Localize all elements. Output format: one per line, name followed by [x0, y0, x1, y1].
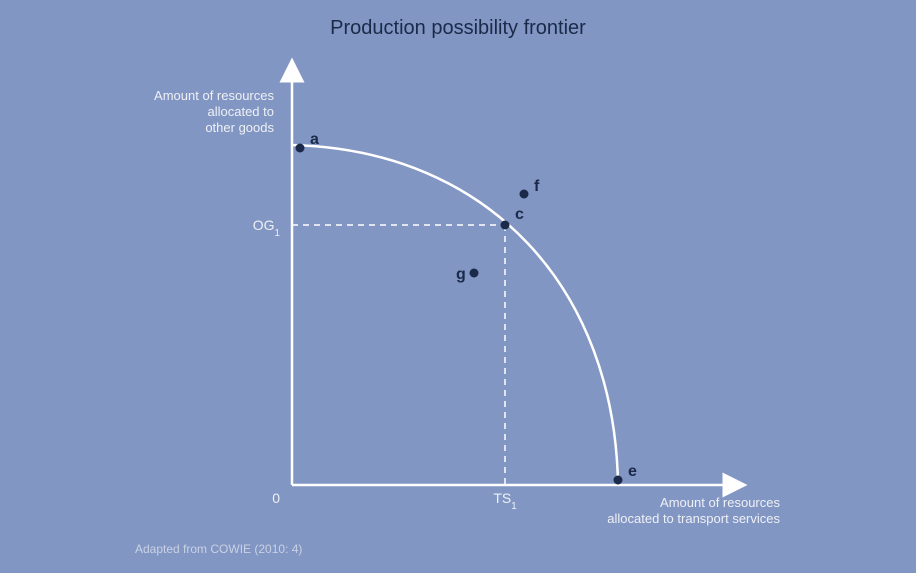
point-f-label: f — [534, 178, 540, 195]
y-axis-label: Amount of resourcesallocated toother goo… — [154, 88, 274, 135]
ts1-label: TS1 — [493, 490, 516, 512]
origin-label: 0 — [272, 490, 280, 506]
point-g-label: g — [456, 266, 466, 283]
ppf-curve — [292, 145, 618, 485]
ppf-diagram: Production possibility frontier Amount of… — [0, 0, 916, 573]
chart-title: Production possibility frontier — [330, 17, 586, 39]
x-axis-label: Amount of resourcesallocated to transpor… — [607, 495, 780, 526]
point-c-label: c — [515, 206, 524, 223]
og1-label: OG1 — [253, 217, 280, 239]
point-c — [501, 221, 510, 230]
point-e-label: e — [628, 463, 637, 480]
point-f — [520, 190, 529, 199]
point-a-label: a — [310, 131, 319, 148]
point-a — [296, 144, 305, 153]
point-e — [614, 476, 623, 485]
credit-text: Adapted from COWIE (2010: 4) — [135, 542, 302, 556]
point-g — [470, 269, 479, 278]
